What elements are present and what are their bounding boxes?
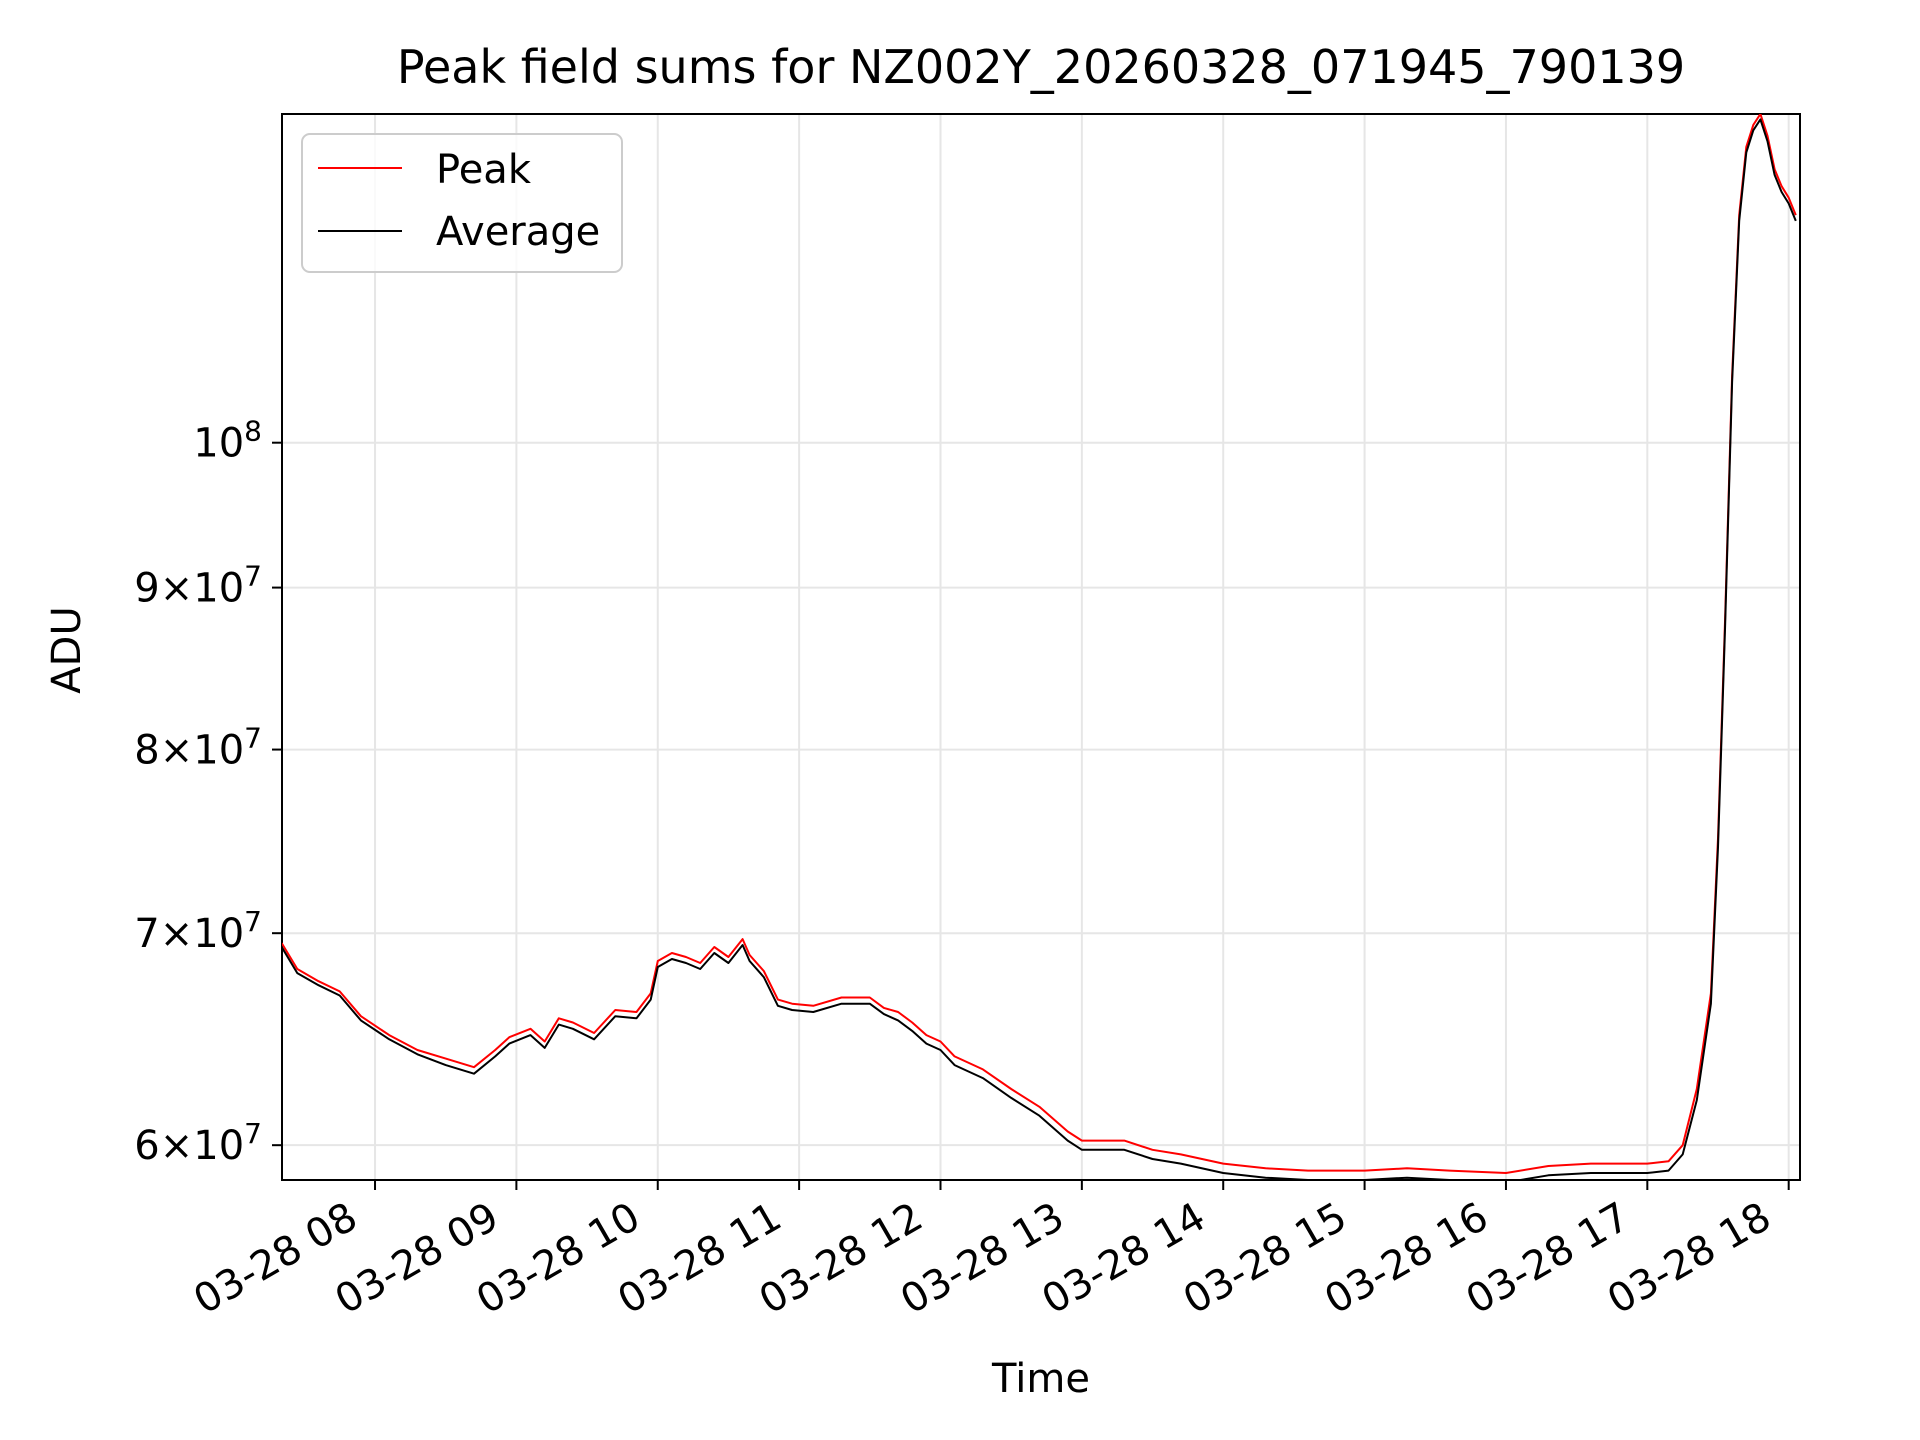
y-tick-label: 7×107 [134,905,262,957]
y-tick-label: 8×107 [134,722,262,774]
chart-title: Peak field sums for NZ002Y_20260328_0719… [397,40,1685,94]
series-group [282,114,1797,1180]
y-tick-label: 6×107 [134,1117,262,1169]
y-tick-label: 9×107 [134,560,262,612]
legend: Peak Average [301,133,623,273]
grid [282,114,1800,1180]
series-line-average [282,118,1797,1180]
legend-label-average: Average [436,209,600,255]
y-tick-label: 108 [193,415,262,467]
plot-area [281,113,1801,1181]
legend-label-peak: Peak [436,147,532,193]
y-axis-ticks: 6×107 7×107 8×107 9×107 108 [134,415,282,1169]
y-axis-label: ADU [44,606,90,693]
series-line-peak [282,114,1797,1174]
x-axis-label: Time [991,1356,1090,1402]
